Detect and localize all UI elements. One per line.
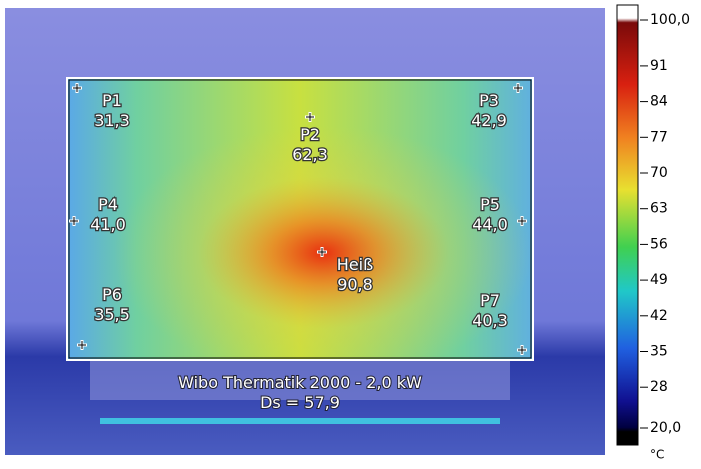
point-label: P1 [102,91,122,110]
point-label: P6 [102,285,122,304]
scale-tick-label: 20,0 [650,420,681,436]
scale-tick-label: 28 [650,379,668,395]
point-label: P2 [300,125,320,144]
scale-tick-label: 84 [650,94,668,110]
point-value: 31,3 [94,111,130,130]
point-value: 35,5 [94,305,130,324]
scale-tick-label: 70 [650,165,668,181]
scale-tick-label: 77 [650,129,668,145]
scale-tick-label: 91 [650,58,668,74]
point-value: 62,3 [292,145,328,164]
point-label: P5 [480,195,500,214]
scale-tick-label: 56 [650,236,668,252]
scale-unit: °C [650,448,664,462]
hot-spot [67,78,533,360]
point-value: 41,0 [90,215,126,234]
point-value: 90,8 [337,275,373,294]
scale-tick-label: 42 [650,308,668,324]
caption-title: Wibo Thermatik 2000 - 2,0 kW [178,373,422,392]
point-value: 44,0 [472,215,508,234]
point-value: 42,9 [471,111,507,130]
point-label: P4 [98,195,118,214]
scale-tick-label: 100,0 [650,12,690,28]
point-label: P7 [480,291,500,310]
scale-tick-label: 63 [650,201,668,217]
scale-tick-label: 49 [650,272,668,288]
caption-ds: Ds = 57,9 [260,393,340,412]
scale-tick-label: 35 [650,344,668,360]
point-value: 40,3 [472,311,508,330]
color-scale [617,5,638,445]
thermal-screenshot: Wibo Thermatik 2000 - 2,0 kW Ds = 57,9 °… [0,0,701,465]
point-label: Heiß [337,255,373,274]
floor-reflection [100,418,500,424]
point-label: P3 [479,91,499,110]
